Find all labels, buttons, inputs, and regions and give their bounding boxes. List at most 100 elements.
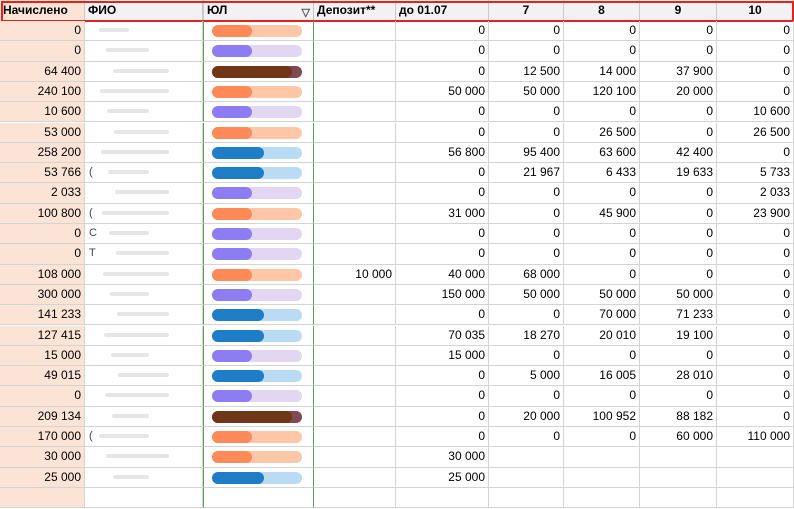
to-0107-cell[interactable]: 56 800	[396, 142, 489, 164]
yul-cell[interactable]	[203, 264, 314, 285]
to-0107-cell[interactable]: 0	[396, 224, 489, 245]
col-10-cell[interactable]: 110 000	[717, 427, 794, 448]
accrued-cell[interactable]: 258 200	[0, 142, 85, 164]
to-0107-cell[interactable]: 31 000	[396, 203, 489, 224]
to-0107-cell[interactable]: 0	[396, 41, 489, 62]
col-9-cell[interactable]	[640, 447, 717, 468]
col-8-cell[interactable]: 100 952	[564, 406, 640, 427]
to-0107-cell[interactable]: 0	[396, 427, 489, 448]
col-10-cell[interactable]: 10 600	[717, 102, 794, 123]
fio-cell[interactable]	[85, 21, 203, 42]
col-10-cell[interactable]: 0	[717, 81, 794, 103]
column-header-7[interactable]: 7	[489, 0, 564, 21]
col-9-cell[interactable]: 42 400	[640, 142, 717, 164]
col-9-cell[interactable]: 0	[640, 183, 717, 204]
col-8-cell[interactable]: 0	[564, 244, 640, 265]
deposit-cell[interactable]	[314, 487, 396, 509]
to-0107-cell[interactable]: 0	[396, 244, 489, 265]
accrued-cell[interactable]: 300 000	[0, 284, 85, 306]
accrued-cell[interactable]: 108 000	[0, 264, 85, 285]
yul-cell[interactable]	[203, 487, 314, 509]
yul-cell[interactable]	[203, 41, 314, 62]
column-header-yul[interactable]: ЮЛ ▽	[203, 0, 314, 21]
yul-cell[interactable]	[203, 102, 314, 123]
col-8-cell[interactable]: 6 433	[564, 163, 640, 184]
yul-cell[interactable]	[203, 224, 314, 245]
col-9-cell[interactable]: 0	[640, 345, 717, 367]
yul-cell[interactable]	[203, 305, 314, 326]
accrued-cell[interactable]: 53 766	[0, 163, 85, 184]
to-0107-cell[interactable]	[396, 487, 489, 509]
col-7-cell[interactable]: 0	[489, 183, 564, 204]
accrued-cell[interactable]: 0	[0, 21, 85, 42]
to-0107-cell[interactable]: 0	[396, 386, 489, 407]
col-8-cell[interactable]	[564, 447, 640, 468]
yul-cell[interactable]	[203, 183, 314, 204]
col-10-cell[interactable]: 0	[717, 142, 794, 164]
fio-cell[interactable]	[85, 122, 203, 143]
col-9-cell[interactable]: 19 100	[640, 325, 717, 346]
accrued-cell[interactable]: 209 134	[0, 406, 85, 427]
col-7-cell[interactable]: 0	[489, 386, 564, 407]
col-10-cell[interactable]	[717, 487, 794, 509]
fio-cell[interactable]	[85, 102, 203, 123]
deposit-cell[interactable]	[314, 142, 396, 164]
col-9-cell[interactable]: 0	[640, 21, 717, 42]
col-7-cell[interactable]: 95 400	[489, 142, 564, 164]
col-9-cell[interactable]: 0	[640, 122, 717, 143]
col-7-cell[interactable]: 68 000	[489, 264, 564, 285]
to-0107-cell[interactable]: 0	[396, 61, 489, 82]
col-10-cell[interactable]: 26 500	[717, 122, 794, 143]
col-8-cell[interactable]: 14 000	[564, 61, 640, 82]
yul-cell[interactable]	[203, 406, 314, 427]
fio-cell[interactable]	[85, 386, 203, 407]
to-0107-cell[interactable]: 0	[396, 122, 489, 143]
col-8-cell[interactable]: 0	[564, 183, 640, 204]
fio-cell[interactable]: С	[85, 224, 203, 245]
yul-cell[interactable]	[203, 142, 314, 164]
deposit-cell[interactable]	[314, 183, 396, 204]
to-0107-cell[interactable]: 0	[396, 102, 489, 123]
col-8-cell[interactable]: 0	[564, 102, 640, 123]
accrued-cell[interactable]: 0	[0, 244, 85, 265]
col-7-cell[interactable]	[489, 447, 564, 468]
col-9-cell[interactable]: 28 010	[640, 366, 717, 387]
to-0107-cell[interactable]: 15 000	[396, 345, 489, 367]
col-9-cell[interactable]: 0	[640, 203, 717, 224]
yul-cell[interactable]	[203, 427, 314, 448]
fio-cell[interactable]: (	[85, 163, 203, 184]
deposit-cell[interactable]	[314, 305, 396, 326]
col-7-cell[interactable]: 12 500	[489, 61, 564, 82]
fio-cell[interactable]	[85, 264, 203, 285]
deposit-cell[interactable]	[314, 244, 396, 265]
deposit-cell[interactable]	[314, 102, 396, 123]
fio-cell[interactable]	[85, 61, 203, 82]
col-8-cell[interactable]: 0	[564, 427, 640, 448]
accrued-cell[interactable]: 10 600	[0, 102, 85, 123]
col-7-cell[interactable]: 0	[489, 244, 564, 265]
accrued-cell[interactable]: 127 415	[0, 325, 85, 346]
col-7-cell[interactable]: 0	[489, 305, 564, 326]
col-10-cell[interactable]: 0	[717, 325, 794, 346]
to-0107-cell[interactable]: 0	[396, 183, 489, 204]
col-10-cell[interactable]: 0	[717, 264, 794, 285]
to-0107-cell[interactable]: 70 035	[396, 325, 489, 346]
accrued-cell[interactable]: 64 400	[0, 61, 85, 82]
col-8-cell[interactable]: 0	[564, 21, 640, 42]
to-0107-cell[interactable]: 40 000	[396, 264, 489, 285]
column-header-10[interactable]: 10	[717, 0, 794, 21]
accrued-cell[interactable]: 141 233	[0, 305, 85, 326]
fio-cell[interactable]	[85, 183, 203, 204]
accrued-cell[interactable]: 30 000	[0, 447, 85, 468]
deposit-cell[interactable]	[314, 345, 396, 367]
col-10-cell[interactable]: 0	[717, 224, 794, 245]
yul-cell[interactable]	[203, 447, 314, 468]
deposit-cell[interactable]	[314, 224, 396, 245]
deposit-cell[interactable]	[314, 284, 396, 306]
deposit-cell[interactable]	[314, 122, 396, 143]
to-0107-cell[interactable]: 0	[396, 406, 489, 427]
yul-cell[interactable]	[203, 345, 314, 367]
col-9-cell[interactable]: 19 633	[640, 163, 717, 184]
fio-cell[interactable]	[85, 406, 203, 427]
col-9-cell[interactable]: 37 900	[640, 61, 717, 82]
